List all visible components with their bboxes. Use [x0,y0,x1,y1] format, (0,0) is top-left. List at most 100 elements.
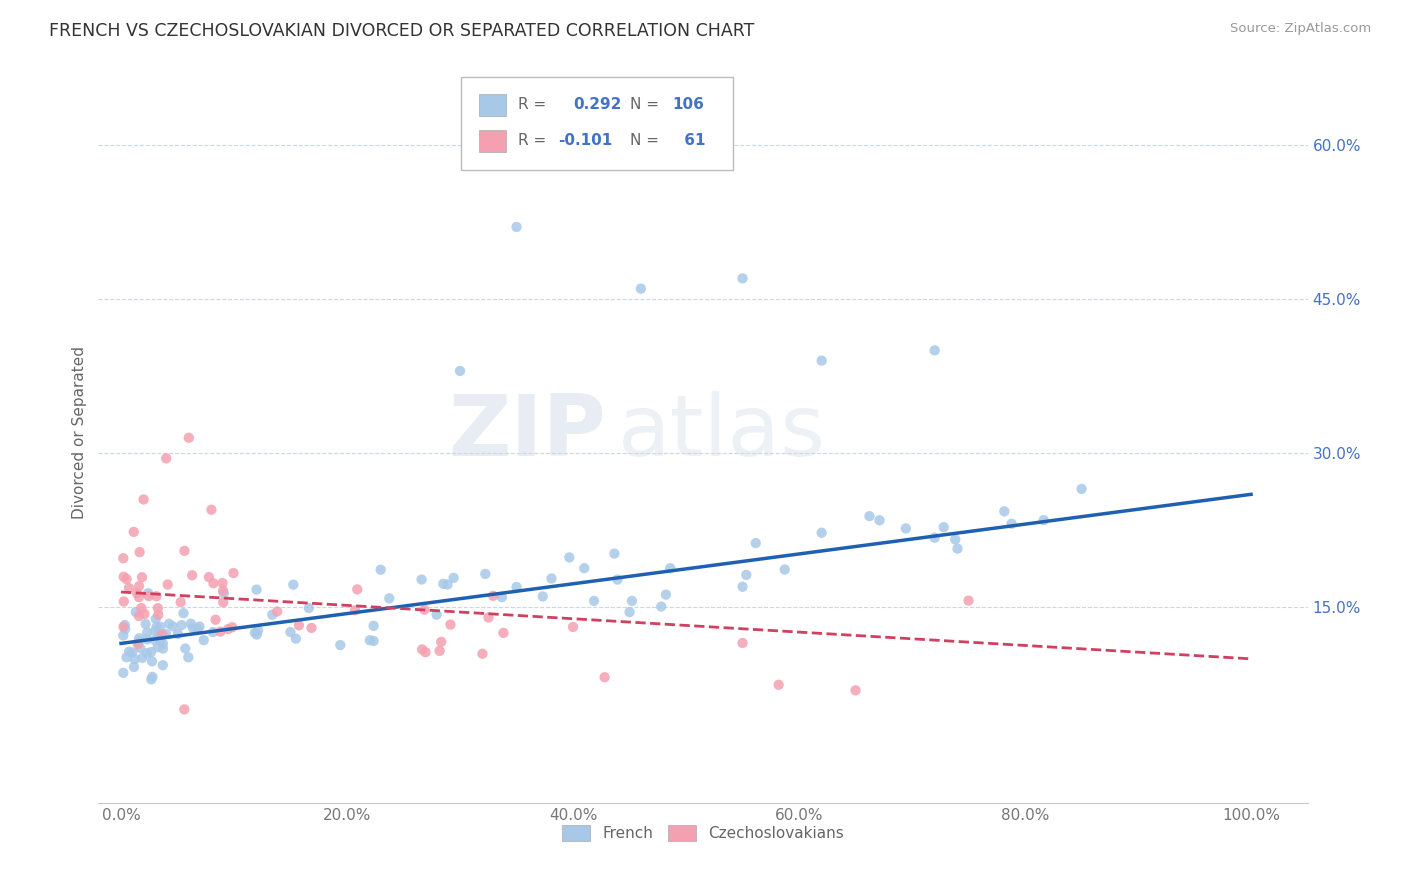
Point [121,646,143,660]
Point [471,647,494,661]
Point [181,568,204,582]
Point [810,525,832,540]
Point [145,612,167,626]
Point [146,601,169,615]
FancyBboxPatch shape [461,78,734,169]
Point [411,573,433,587]
Point [212,595,235,609]
Point [655,588,678,602]
Legend: French, Czechoslovakians: French, Czechoslovakians [557,819,849,847]
Point [150,627,173,641]
Point [128,609,150,624]
Point [344,603,367,617]
Point [246,627,269,641]
Point [593,670,616,684]
Point [619,605,641,619]
Y-axis label: Divorced or Separated: Divorced or Separated [72,346,87,519]
Point [266,604,288,618]
Point [745,536,768,550]
Text: -0.101: -0.101 [558,133,612,148]
Point [155,451,177,466]
Point [170,618,193,632]
Point [993,504,1015,518]
Point [135,617,157,632]
Point [125,605,148,619]
Point [946,541,969,556]
Text: Source: ZipAtlas.com: Source: ZipAtlas.com [1230,22,1371,36]
Point [298,601,321,615]
Point [768,678,790,692]
Point [162,619,184,633]
Point [173,544,195,558]
Point [329,638,352,652]
Point [280,625,302,640]
Point [606,573,628,587]
Point [114,618,136,632]
Point [222,566,245,580]
Point [659,561,682,575]
Point [221,620,243,634]
Point [169,595,191,609]
Point [127,637,149,651]
Point [858,509,880,524]
Point [603,547,626,561]
Point [630,282,652,296]
Point [1032,513,1054,527]
Point [531,590,554,604]
Point [157,616,180,631]
Point [131,570,153,584]
Point [558,550,581,565]
Point [174,641,197,656]
Point [283,577,305,591]
Point [128,591,150,605]
Point [129,601,152,615]
Point [141,673,163,687]
Point [122,524,145,539]
Point [112,551,135,566]
Point [449,364,471,378]
Point [143,633,166,648]
Point [411,642,433,657]
Point [209,624,232,639]
Point [211,576,233,591]
Point [243,625,266,640]
Point [143,624,166,638]
Point [118,645,141,659]
Point [139,645,162,659]
Point [152,637,174,651]
Point [1000,516,1022,531]
Point [193,633,215,648]
Point [204,613,226,627]
Point [731,636,754,650]
Point [112,594,135,608]
Point [128,545,150,559]
Point [932,520,955,534]
Point [177,431,200,445]
Point [540,572,562,586]
Point [426,607,449,622]
Point [810,353,832,368]
Point [413,603,436,617]
Point [346,582,368,597]
Point [173,702,195,716]
Point [148,607,170,622]
Point [505,219,527,234]
Point [217,622,239,636]
Point [115,572,138,586]
Point [443,571,465,585]
Point [284,632,307,646]
Point [491,591,513,605]
Point [731,580,754,594]
Point [845,683,868,698]
Point [122,660,145,674]
Point [359,633,381,648]
Point [114,622,136,636]
Point [186,622,208,636]
Point [112,570,135,584]
Point [363,634,385,648]
Point [731,271,754,285]
Text: 106: 106 [672,97,704,112]
Point [188,619,211,633]
Point [149,620,172,634]
Text: N =: N = [630,133,659,148]
